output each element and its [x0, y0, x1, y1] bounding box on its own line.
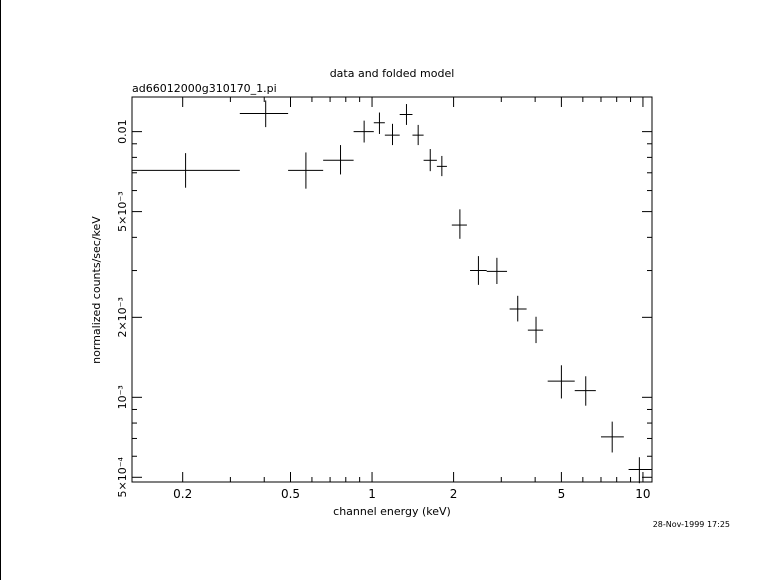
y-axis-label: normalized counts/sec/keV [90, 216, 103, 364]
data-point [353, 120, 374, 143]
window-left-edge [0, 0, 1, 580]
data-point [509, 295, 527, 322]
data-point [470, 256, 487, 285]
data-point [399, 104, 413, 125]
x-tick-label: 0.2 [173, 487, 192, 501]
plot-frame [131, 96, 653, 483]
data-point [547, 365, 575, 399]
data-point [373, 112, 385, 134]
data-point [451, 209, 467, 239]
data-point [486, 257, 508, 284]
data-point [323, 145, 354, 175]
x-tick-label: 2 [450, 487, 458, 501]
data-points [132, 100, 652, 484]
data-point [132, 153, 240, 188]
x-tick-label: 5 [558, 487, 566, 501]
x-tick-label: 10 [635, 487, 650, 501]
y-tick-label: 5×10⁻³ [116, 191, 129, 231]
data-point [239, 100, 289, 128]
chart-title: data and folded model [330, 67, 455, 80]
timestamp: 28-Nov-1999 17:25 [653, 520, 730, 529]
y-tick-label: 2×10⁻³ [116, 297, 129, 337]
y-tick-label: 5×10⁻⁴ [116, 456, 129, 497]
y-tick-label: 10⁻³ [116, 385, 129, 409]
x-tick-label: 1 [368, 487, 376, 501]
data-point [628, 457, 652, 484]
data-point [574, 376, 596, 406]
data-point [384, 123, 400, 146]
data-point [412, 124, 424, 146]
data-point [423, 149, 437, 172]
x-tick-label: 0.5 [281, 487, 300, 501]
axes: 0.2 0.5 1 2 5 10 5×10⁻⁴ 10⁻³ 2×10⁻³ 5×10⁻³ 0.01 [116, 97, 652, 501]
y-tick-label: 0.01 [116, 119, 129, 144]
x-axis-label: channel energy (keV) [333, 505, 451, 518]
chart-subtitle: ad66012000g310170_1.pi [132, 82, 277, 95]
data-point [600, 421, 624, 453]
data-point [436, 155, 447, 177]
data-point [527, 316, 544, 344]
data-point [288, 152, 324, 189]
